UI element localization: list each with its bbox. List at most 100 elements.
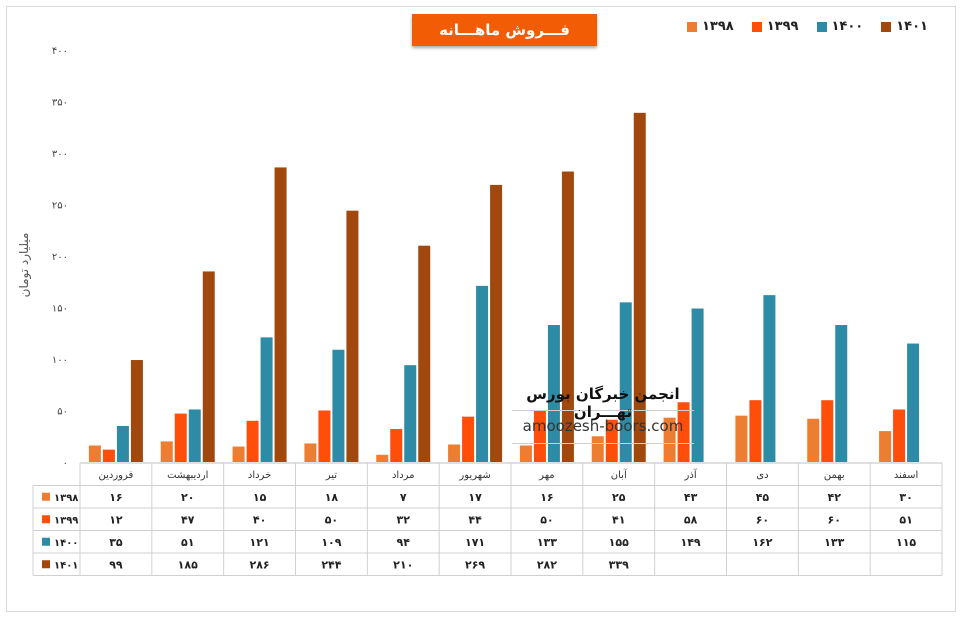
bar	[879, 431, 892, 462]
bar	[735, 415, 748, 462]
bar	[462, 416, 475, 462]
legend-label: ۱۴۰۰	[831, 19, 864, 34]
category-label: شهریور	[458, 470, 490, 481]
watermark-site: amoozesh-boors.com	[522, 417, 684, 435]
table-series-name: ۱۴۰۱	[54, 560, 78, 571]
bar	[332, 349, 345, 462]
table-cell: ۷	[400, 491, 407, 504]
table-cell: ۱۲	[109, 513, 123, 526]
bar	[448, 444, 461, 462]
table-cell: ۶۰	[828, 513, 841, 526]
table-cell: ۶۰	[756, 513, 769, 526]
legend-swatch	[751, 21, 762, 32]
table-cell: ۱۷۱	[465, 536, 485, 549]
bar	[691, 308, 704, 462]
table-cell: ۴۱	[612, 513, 625, 526]
table-cell: ۱۲۱	[250, 536, 270, 549]
category-label: بهمن	[824, 470, 845, 481]
table-cell: ۱۳۳	[824, 536, 844, 549]
table-cell: ۱۸۵	[178, 558, 198, 571]
y-tick-label: ۱۰۰	[52, 355, 68, 366]
table-cell: ۱۳۳	[537, 536, 557, 549]
bar	[202, 271, 215, 462]
legend: ۱۳۹۸ ۱۳۹۹ ۱۴۰۰ ۱۴۰۱	[687, 19, 928, 34]
bar	[907, 343, 920, 462]
category-label: مهر	[538, 470, 554, 481]
table-cell: ۱۵۵	[609, 536, 629, 549]
y-tick-label: ۴۰۰	[52, 46, 68, 57]
table-cell: ۲۴۴	[321, 558, 341, 571]
bar	[561, 171, 574, 463]
table-cell: ۲۸۶	[250, 558, 270, 571]
table-cell: ۵۸	[684, 513, 698, 526]
y-tick-label: ۰	[63, 458, 68, 469]
table-cell: ۱۶۲	[752, 536, 772, 549]
legend-label: ۱۳۹۸	[702, 19, 734, 34]
bar	[102, 449, 115, 462]
table-cell: ۴۴	[468, 513, 482, 526]
table-cell: ۵۰	[325, 513, 338, 526]
table-cell: ۹۹	[109, 558, 123, 571]
bar	[418, 245, 431, 462]
category-label: اردیبهشت	[167, 470, 208, 481]
legend-item-0: ۱۳۹۸	[687, 19, 734, 34]
bar	[274, 167, 287, 463]
bar	[404, 365, 417, 462]
table-legend-swatch	[42, 537, 50, 546]
bar	[633, 112, 646, 462]
chart-title: فـــروش ماهـــانه خوساز	[412, 14, 597, 71]
table-cell: ۵۰	[540, 513, 553, 526]
y-tick-label: ۳۵۰	[52, 98, 68, 109]
bar	[547, 325, 560, 462]
table-cell: ۱۵	[253, 491, 267, 504]
table-series-name: ۱۴۰۰	[54, 538, 78, 549]
bar	[318, 410, 331, 462]
table-cell: ۴۵	[756, 491, 770, 504]
table-cell: ۱۰۹	[321, 536, 341, 549]
table-legend-swatch	[42, 560, 50, 569]
table-legend-swatch	[42, 515, 50, 524]
legend-swatch	[881, 21, 892, 32]
bar	[591, 436, 604, 462]
table-cell: ۳۳۹	[609, 558, 629, 571]
bar	[88, 445, 101, 462]
bar	[519, 445, 532, 462]
bar	[821, 400, 834, 462]
bar	[160, 441, 173, 462]
legend-label: ۱۴۰۱	[896, 19, 928, 34]
table-cell: ۴۰	[253, 513, 266, 526]
table-cell: ۲۰	[181, 491, 194, 504]
table-cell: ۴۷	[181, 513, 195, 526]
bar	[232, 446, 245, 462]
table-cell: ۳۲	[397, 513, 411, 526]
table-legend-swatch	[42, 492, 50, 501]
bar	[605, 419, 618, 462]
table-series-name: ۱۳۹۸	[54, 493, 78, 504]
category-label: تیر	[325, 470, 338, 481]
y-tick-label: ۵۰	[57, 407, 68, 418]
bar	[490, 184, 503, 462]
chart-frame	[6, 6, 956, 612]
bar	[619, 302, 632, 462]
bar	[116, 425, 129, 462]
table-cell: ۲۸۲	[537, 558, 557, 571]
category-label: آبان	[611, 468, 628, 481]
table-cell: ۵۱	[899, 513, 912, 526]
y-tick-label: ۲۰۰	[52, 252, 68, 263]
bar	[174, 413, 187, 462]
table-cell: ۲۵	[612, 491, 626, 504]
table-cell: ۴۳	[684, 491, 698, 504]
table-cell: ۳۰	[899, 491, 912, 504]
table-cell: ۲۶۹	[465, 558, 485, 571]
table-cell: ۱۶	[109, 491, 122, 504]
bar	[835, 325, 848, 462]
category-label: فروردین	[99, 470, 134, 481]
bar	[663, 417, 676, 462]
legend-swatch	[816, 21, 827, 32]
table-cell: ۹۴	[397, 536, 411, 549]
legend-item-1: ۱۳۹۹	[751, 19, 799, 34]
bar	[188, 409, 201, 462]
category-label: مرداد	[392, 470, 415, 481]
category-label: خرداد	[248, 470, 271, 481]
bar	[763, 295, 776, 462]
